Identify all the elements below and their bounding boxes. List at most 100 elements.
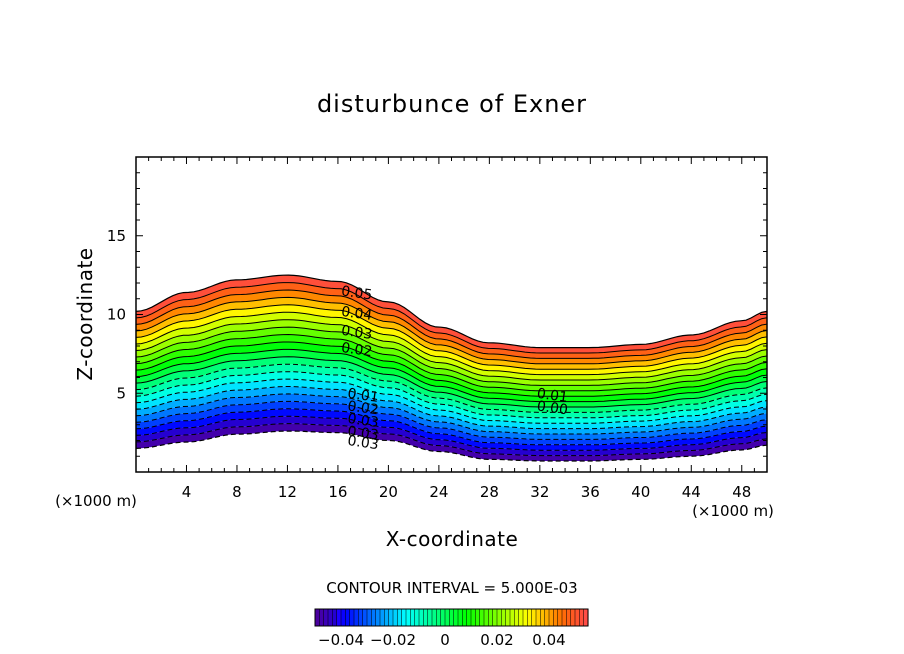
colorbar-swatch — [475, 608, 481, 627]
x-tick-label: 36 — [581, 483, 600, 501]
contour-line-negative — [135, 371, 768, 419]
colorbar-swatch — [392, 608, 398, 627]
colorbar-tick-label: 0.02 — [480, 631, 513, 649]
x-tick-label: 40 — [631, 483, 650, 501]
contour-label: 0.01 — [536, 386, 569, 406]
y-tick-label: 15 — [107, 227, 126, 245]
x-tick-label: 44 — [682, 483, 701, 501]
contour-line — [135, 326, 768, 386]
colorbar-swatch — [388, 608, 394, 627]
contour-line-negative — [135, 385, 768, 430]
contour-line — [135, 319, 768, 381]
colorbar-swatch — [319, 608, 325, 627]
colorbar-swatch — [492, 608, 498, 627]
colorbar-swatch — [466, 608, 472, 627]
colorbar-swatch — [531, 608, 537, 627]
contour-label: 0.02 — [346, 398, 379, 418]
contour-line-negative — [135, 415, 768, 451]
contour-label: 0.03 — [346, 411, 379, 431]
colorbar-swatch — [332, 608, 338, 627]
colorbar-swatch — [557, 608, 563, 627]
colorbar-swatch — [379, 608, 385, 627]
colorbar-swatch — [423, 608, 429, 627]
x-unit-right: (×1000 m) — [692, 502, 774, 520]
colorbar: −0.04 −0.02 0 0.02 0.04 — [314, 608, 589, 649]
x-tick-label: 16 — [328, 483, 347, 501]
colorbar-swatch — [401, 608, 407, 627]
x-tick-label: 32 — [530, 483, 549, 501]
y-tick-label: 10 — [107, 306, 126, 324]
contour-line — [135, 311, 768, 376]
colorbar-swatch — [444, 608, 450, 627]
colorbar-tick-label: −0.04 — [318, 631, 364, 649]
contour-line — [135, 348, 768, 403]
contour-line — [135, 296, 768, 365]
colorbar-swatch — [527, 608, 533, 627]
colorbar-swatch — [462, 608, 468, 627]
colorbar-swatch — [505, 608, 511, 627]
colorbar-swatch — [522, 608, 528, 627]
colorbar-swatch — [457, 608, 463, 627]
colorbar-swatch — [488, 608, 494, 627]
colorbar-swatch — [414, 608, 420, 627]
colorbar-swatch — [518, 608, 524, 627]
colorbar-swatch — [427, 608, 433, 627]
colorbar-swatch — [453, 608, 459, 627]
colorbar-swatch — [362, 608, 368, 627]
colorbar-swatch — [397, 608, 403, 627]
colorbar-swatch — [340, 608, 346, 627]
colorbar-tick-label: 0.04 — [532, 631, 565, 649]
x-tick-label: 24 — [429, 483, 448, 501]
x-tick-label: 12 — [278, 483, 297, 501]
y-axis-label: Z-coordinate — [73, 247, 97, 380]
x-tick-label: 28 — [480, 483, 499, 501]
colorbar-swatch — [431, 608, 437, 627]
contour-line — [135, 282, 768, 354]
colorbar-swatch — [570, 608, 576, 627]
contour-label-layer: 0.050.040.030.020.010.000.010.020.030.03… — [340, 283, 569, 453]
x-unit-left: (×1000 m) — [55, 492, 137, 510]
colorbar-swatch — [336, 608, 342, 627]
colorbar-swatch — [540, 608, 546, 627]
colorbar-swatch — [566, 608, 572, 627]
contour-label: 0.03 — [346, 433, 379, 453]
contour-line-negative — [135, 363, 768, 413]
contour-line — [135, 356, 768, 408]
colorbar-swatch — [371, 608, 377, 627]
contour-line — [135, 274, 768, 349]
colorbar-swatch — [353, 608, 359, 627]
contour-line — [135, 304, 768, 370]
contour-line-layer — [135, 274, 768, 462]
colorbar-swatch — [514, 608, 520, 627]
x-tick-label: 48 — [732, 483, 751, 501]
colorbar-swatch — [535, 608, 541, 627]
colorbar-swatch — [436, 608, 442, 627]
x-axis-label: X-coordinate — [386, 527, 519, 551]
contour-line-negative — [135, 378, 768, 424]
colorbar-swatch — [349, 608, 355, 627]
colorbar-swatch — [561, 608, 567, 627]
colorbar-tick-label: −0.02 — [370, 631, 416, 649]
colorbar-swatch — [449, 608, 455, 627]
contour-line — [135, 289, 768, 359]
colorbar-swatch — [553, 608, 559, 627]
colorbar-swatch — [323, 608, 329, 627]
colorbar-frame — [314, 608, 589, 627]
colorbar-swatch — [345, 608, 351, 627]
colorbar-swatch — [544, 608, 550, 627]
colorbar-swatch — [375, 608, 381, 627]
x-tick-label: 4 — [182, 483, 192, 501]
colorbar-swatch — [384, 608, 390, 627]
contour-label: 0.00 — [536, 398, 569, 418]
contour-label: 0.05 — [340, 283, 373, 303]
contour-line-negative — [135, 400, 768, 440]
x-tick-label: 20 — [379, 483, 398, 501]
contour-line-negative — [135, 393, 768, 435]
contour-label: 0.04 — [340, 304, 373, 324]
colorbar-swatch — [479, 608, 485, 627]
colorbar-swatch — [509, 608, 515, 627]
contour-label: 0.02 — [340, 340, 373, 360]
